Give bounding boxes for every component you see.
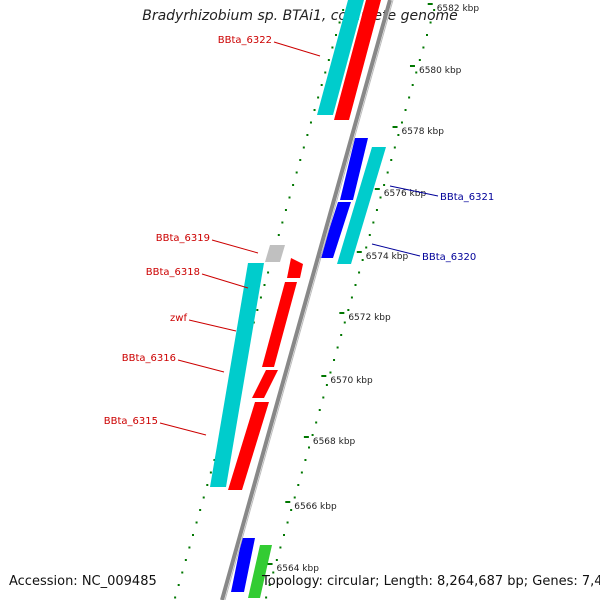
forward-cds-arrow	[262, 282, 297, 367]
feature-tracks	[210, 0, 386, 598]
backbone-highlight	[224, 0, 394, 600]
gene-label: BBta_6316	[122, 353, 176, 364]
backbone-line	[220, 0, 392, 600]
scale-tick-label: 6564 kbp	[277, 564, 320, 574]
scale-tick-label: 6566 kbp	[294, 502, 337, 512]
scale-tick-label: 6572 kbp	[348, 313, 391, 323]
topology-text: Topology: circular; Length: 8,264,687 bp…	[262, 574, 600, 589]
rna-feature	[265, 245, 285, 262]
gene-label-leader	[159, 422, 207, 436]
forward-cds-arrow	[228, 402, 269, 490]
gene-label-leader	[389, 185, 439, 197]
scale-tick-label: 6568 kbp	[313, 437, 356, 447]
scale-tick-label: 6582 kbp	[437, 4, 480, 14]
gene-label-leader	[201, 273, 249, 289]
forward-cds-arrow	[334, 0, 381, 120]
gene-label-leader	[177, 359, 225, 373]
gene-label: BBta_6319	[156, 233, 210, 244]
gene-label: BBta_6321	[440, 192, 494, 203]
gene-label-leader	[273, 41, 321, 57]
reverse-cds-arrow	[231, 538, 255, 592]
inner-tick-track	[174, 9, 345, 599]
scale-tick-label: 6578 kbp	[402, 127, 445, 137]
gc-feature-segment	[337, 147, 386, 264]
scale-tick-label: 6576 kbp	[384, 189, 427, 199]
gene-labels: BBta_6322 BBta_6321 BBta_6320 BBta_6319 BBta…	[104, 35, 494, 436]
scale-labels: 6564 kbp 6566 kbp 6568 kbp 6570 kbp 6572 kbp…	[267, 3, 480, 574]
gene-label-leader	[211, 239, 259, 254]
gene-label: BBta_6315	[104, 416, 158, 427]
backbone-track	[220, 0, 394, 600]
gc-feature-segment	[210, 263, 264, 487]
map-title: Bradyrhizobium sp. BTAi1, complete genom…	[142, 8, 458, 24]
gene-label-leader	[188, 319, 237, 332]
gene-label-leader	[371, 243, 421, 257]
forward-cds-arrow	[252, 370, 278, 398]
gene-label: zwf	[170, 313, 187, 324]
reverse-cds-arrow	[320, 202, 351, 258]
gene-label: BBta_6320	[422, 252, 476, 263]
scale-tick-label: 6570 kbp	[330, 376, 373, 386]
gene-label: BBta_6322	[218, 35, 272, 46]
gc-feature-segment	[317, 0, 364, 115]
other-feature	[248, 545, 272, 598]
gene-label: BBta_6318	[146, 267, 200, 278]
scale-tick-label: 6574 kbp	[366, 252, 409, 262]
accession-text: Accession: NC_009485	[9, 574, 157, 589]
scale-tick-label: 6580 kbp	[419, 66, 462, 76]
outer-tick-track	[265, 9, 436, 599]
forward-cds-arrow	[287, 258, 303, 278]
reverse-cds-arrow	[340, 138, 368, 200]
